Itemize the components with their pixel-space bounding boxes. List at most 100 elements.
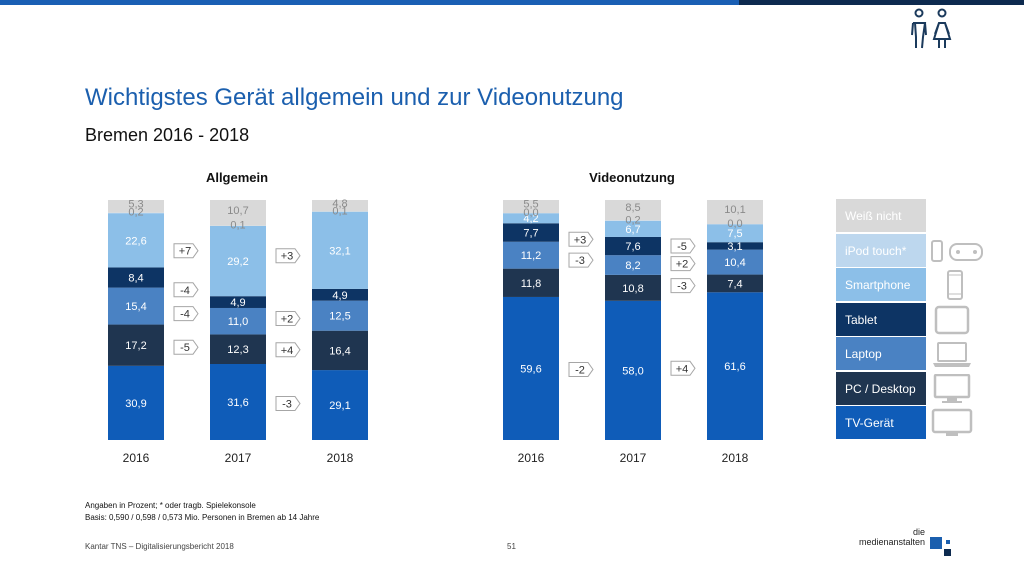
change-label-videonutzung-tv-ger-t-0: -2	[575, 364, 585, 376]
data-label-videonutzung-2018-laptop: 10,4	[724, 257, 745, 269]
bar-videonutzung-2018-tablet	[707, 242, 763, 250]
data-label-videonutzung-2016-pc-desktop: 11,8	[521, 278, 542, 290]
data-label-allgemein-2017-pc-desktop: 12,3	[227, 344, 248, 356]
bar-allgemein-2018-pc-desktop	[312, 330, 368, 371]
data-label-allgemein-2018-pc-desktop: 16,4	[329, 345, 350, 357]
legend-item-smartphone: Smartphone	[836, 268, 926, 301]
x-tick-videonutzung-2017: 2017	[620, 451, 647, 465]
change-arrow-allgemein-tablet-0	[173, 282, 199, 298]
x-tick-videonutzung-2018: 2018	[722, 451, 749, 465]
bar-allgemein-2017-smartphone	[210, 225, 266, 297]
logo-square-tiny	[946, 540, 950, 544]
data-label-allgemein-2018-laptop: 12,5	[329, 311, 350, 323]
change-arrow-videonutzung-tablet-1	[670, 238, 696, 254]
data-label-allgemein-2018-wei-nicht: 4,8	[332, 198, 347, 210]
footer-source: Kantar TNS – Digitalisierungsbericht 201…	[85, 542, 234, 551]
data-label-allgemein-2016-wei-nicht: 5,3	[128, 198, 143, 210]
change-arrow-videonutzung-tv-ger-t-1	[670, 360, 696, 376]
bar-videonutzung-2017-smartphone	[605, 220, 661, 237]
legend-item-wei-nicht: Weiß nicht	[836, 199, 926, 232]
top-accent-bar-dark	[739, 0, 1024, 5]
bar-allgemein-2016-laptop	[108, 287, 164, 325]
legend-item-tablet: Tablet	[836, 302, 926, 336]
data-label-allgemein-2018-tablet: 4,9	[332, 290, 347, 302]
change-label-allgemein-pc-desktop-1: +4	[281, 345, 294, 357]
data-label-videonutzung-2016-tablet: 7,7	[523, 228, 538, 240]
bar-allgemein-2017-pc-desktop	[210, 334, 266, 365]
bar-videonutzung-2016-tv-ger-t	[503, 296, 559, 440]
logo-square-large	[930, 537, 942, 549]
data-label-allgemein-2016-tv-ger-t: 30,9	[125, 398, 146, 410]
change-label-videonutzung-tablet-0: +3	[574, 234, 587, 246]
legend-item-tv-ger-t: TV-Gerät	[836, 406, 926, 439]
data-label-videonutzung-2017-pc-desktop: 10,8	[622, 283, 643, 295]
change-arrow-videonutzung-laptop-0	[568, 252, 594, 268]
bar-allgemein-2016-wei-nicht	[108, 200, 164, 213]
bar-videonutzung-2017-tablet	[605, 236, 661, 256]
footnote-units: Angaben in Prozent; * oder tragb. Spiele…	[85, 501, 256, 510]
bar-videonutzung-2018-wei-nicht	[707, 200, 763, 225]
data-label-videonutzung-2018-ipod-touch: 0,0	[727, 218, 742, 230]
change-arrow-videonutzung-laptop-1	[670, 256, 696, 272]
bar-videonutzung-2017-pc-desktop	[605, 274, 661, 301]
chart-title-allgemein: Allgemein	[205, 170, 269, 185]
change-label-allgemein-smartphone-1: +3	[281, 251, 294, 263]
data-label-allgemein-2017-tv-ger-t: 31,6	[227, 397, 248, 409]
bar-allgemein-2018-smartphone	[312, 211, 368, 289]
change-label-videonutzung-tablet-1: -5	[677, 241, 687, 253]
change-arrow-allgemein-pc-desktop-1	[275, 342, 301, 358]
logo-text: die medienanstalten	[840, 527, 925, 547]
change-arrow-allgemein-laptop-0	[173, 306, 199, 322]
bar-videonutzung-2017-wei-nicht	[605, 200, 661, 221]
data-label-videonutzung-2017-wei-nicht: 8,5	[625, 202, 640, 214]
gamepad-icon	[930, 236, 986, 271]
chart-title-videonutzung: Videonutzung	[589, 170, 675, 185]
x-tick-allgemein-2018: 2018	[327, 451, 354, 465]
desktop-icon	[930, 373, 986, 409]
smartphone-icon	[930, 270, 986, 305]
data-label-videonutzung-2018-tablet: 3,1	[727, 241, 742, 253]
bar-videonutzung-2018-smartphone	[707, 224, 763, 243]
bar-videonutzung-2018-tv-ger-t	[707, 292, 763, 440]
bar-allgemein-2016-pc-desktop	[108, 324, 164, 366]
data-label-allgemein-2016-tablet: 8,4	[128, 273, 143, 285]
change-label-videonutzung-laptop-0: -3	[575, 255, 585, 267]
change-label-allgemein-tv-ger-t-1: -3	[282, 399, 292, 411]
bar-videonutzung-2018-pc-desktop	[707, 274, 763, 293]
change-label-videonutzung-laptop-1: +2	[676, 259, 689, 271]
top-accent-bar	[0, 0, 1024, 5]
data-label-videonutzung-2016-smartphone: 4,2	[523, 213, 538, 225]
bar-allgemein-2018-tv-ger-t	[312, 370, 368, 440]
data-label-allgemein-2016-smartphone: 22,6	[125, 235, 146, 247]
page-title: Wichtigstes Gerät allgemein und zur Vide…	[85, 84, 624, 111]
bar-allgemein-2018-tablet	[312, 288, 368, 301]
data-label-videonutzung-2017-tablet: 7,6	[625, 241, 640, 253]
data-label-allgemein-2017-wei-nicht: 10,7	[227, 205, 248, 217]
data-label-allgemein-2016-ipod-touch: 0,2	[128, 207, 143, 219]
data-label-allgemein-2016-laptop: 15,4	[125, 301, 146, 313]
bar-allgemein-2017-tablet	[210, 296, 266, 308]
change-label-allgemein-pc-desktop-0: -5	[180, 342, 190, 354]
change-arrow-allgemein-smartphone-1	[275, 248, 301, 264]
data-label-videonutzung-2016-wei-nicht: 5,5	[523, 199, 538, 211]
footnote-basis: Basis: 0,590 / 0,598 / 0,573 Mio. Person…	[85, 513, 320, 522]
legend-item-laptop: Laptop	[836, 337, 926, 370]
change-label-allgemein-laptop-1: +2	[281, 313, 294, 325]
data-label-allgemein-2017-tablet: 4,9	[230, 297, 245, 309]
change-label-allgemein-tablet-0: -4	[180, 285, 190, 297]
logo-square-small	[944, 549, 951, 556]
change-arrow-allgemein-smartphone-0	[173, 243, 199, 259]
change-arrow-videonutzung-pc-desktop-1	[670, 278, 696, 294]
data-label-allgemein-2017-ipod-touch: 0,1	[230, 220, 245, 232]
bar-videonutzung-2016-wei-nicht	[503, 200, 559, 214]
bar-allgemein-2016-smartphone	[108, 213, 164, 268]
tablet-icon	[930, 305, 986, 340]
data-label-videonutzung-2018-pc-desktop: 7,4	[727, 278, 742, 290]
bar-allgemein-2018-laptop	[312, 300, 368, 331]
tv-icon	[930, 408, 986, 443]
data-label-allgemein-2018-tv-ger-t: 29,1	[329, 400, 350, 412]
data-label-videonutzung-2017-ipod-touch: 0,2	[625, 214, 640, 226]
data-label-videonutzung-2016-laptop: 11,2	[521, 250, 542, 262]
change-arrow-videonutzung-tv-ger-t-0	[568, 361, 594, 377]
